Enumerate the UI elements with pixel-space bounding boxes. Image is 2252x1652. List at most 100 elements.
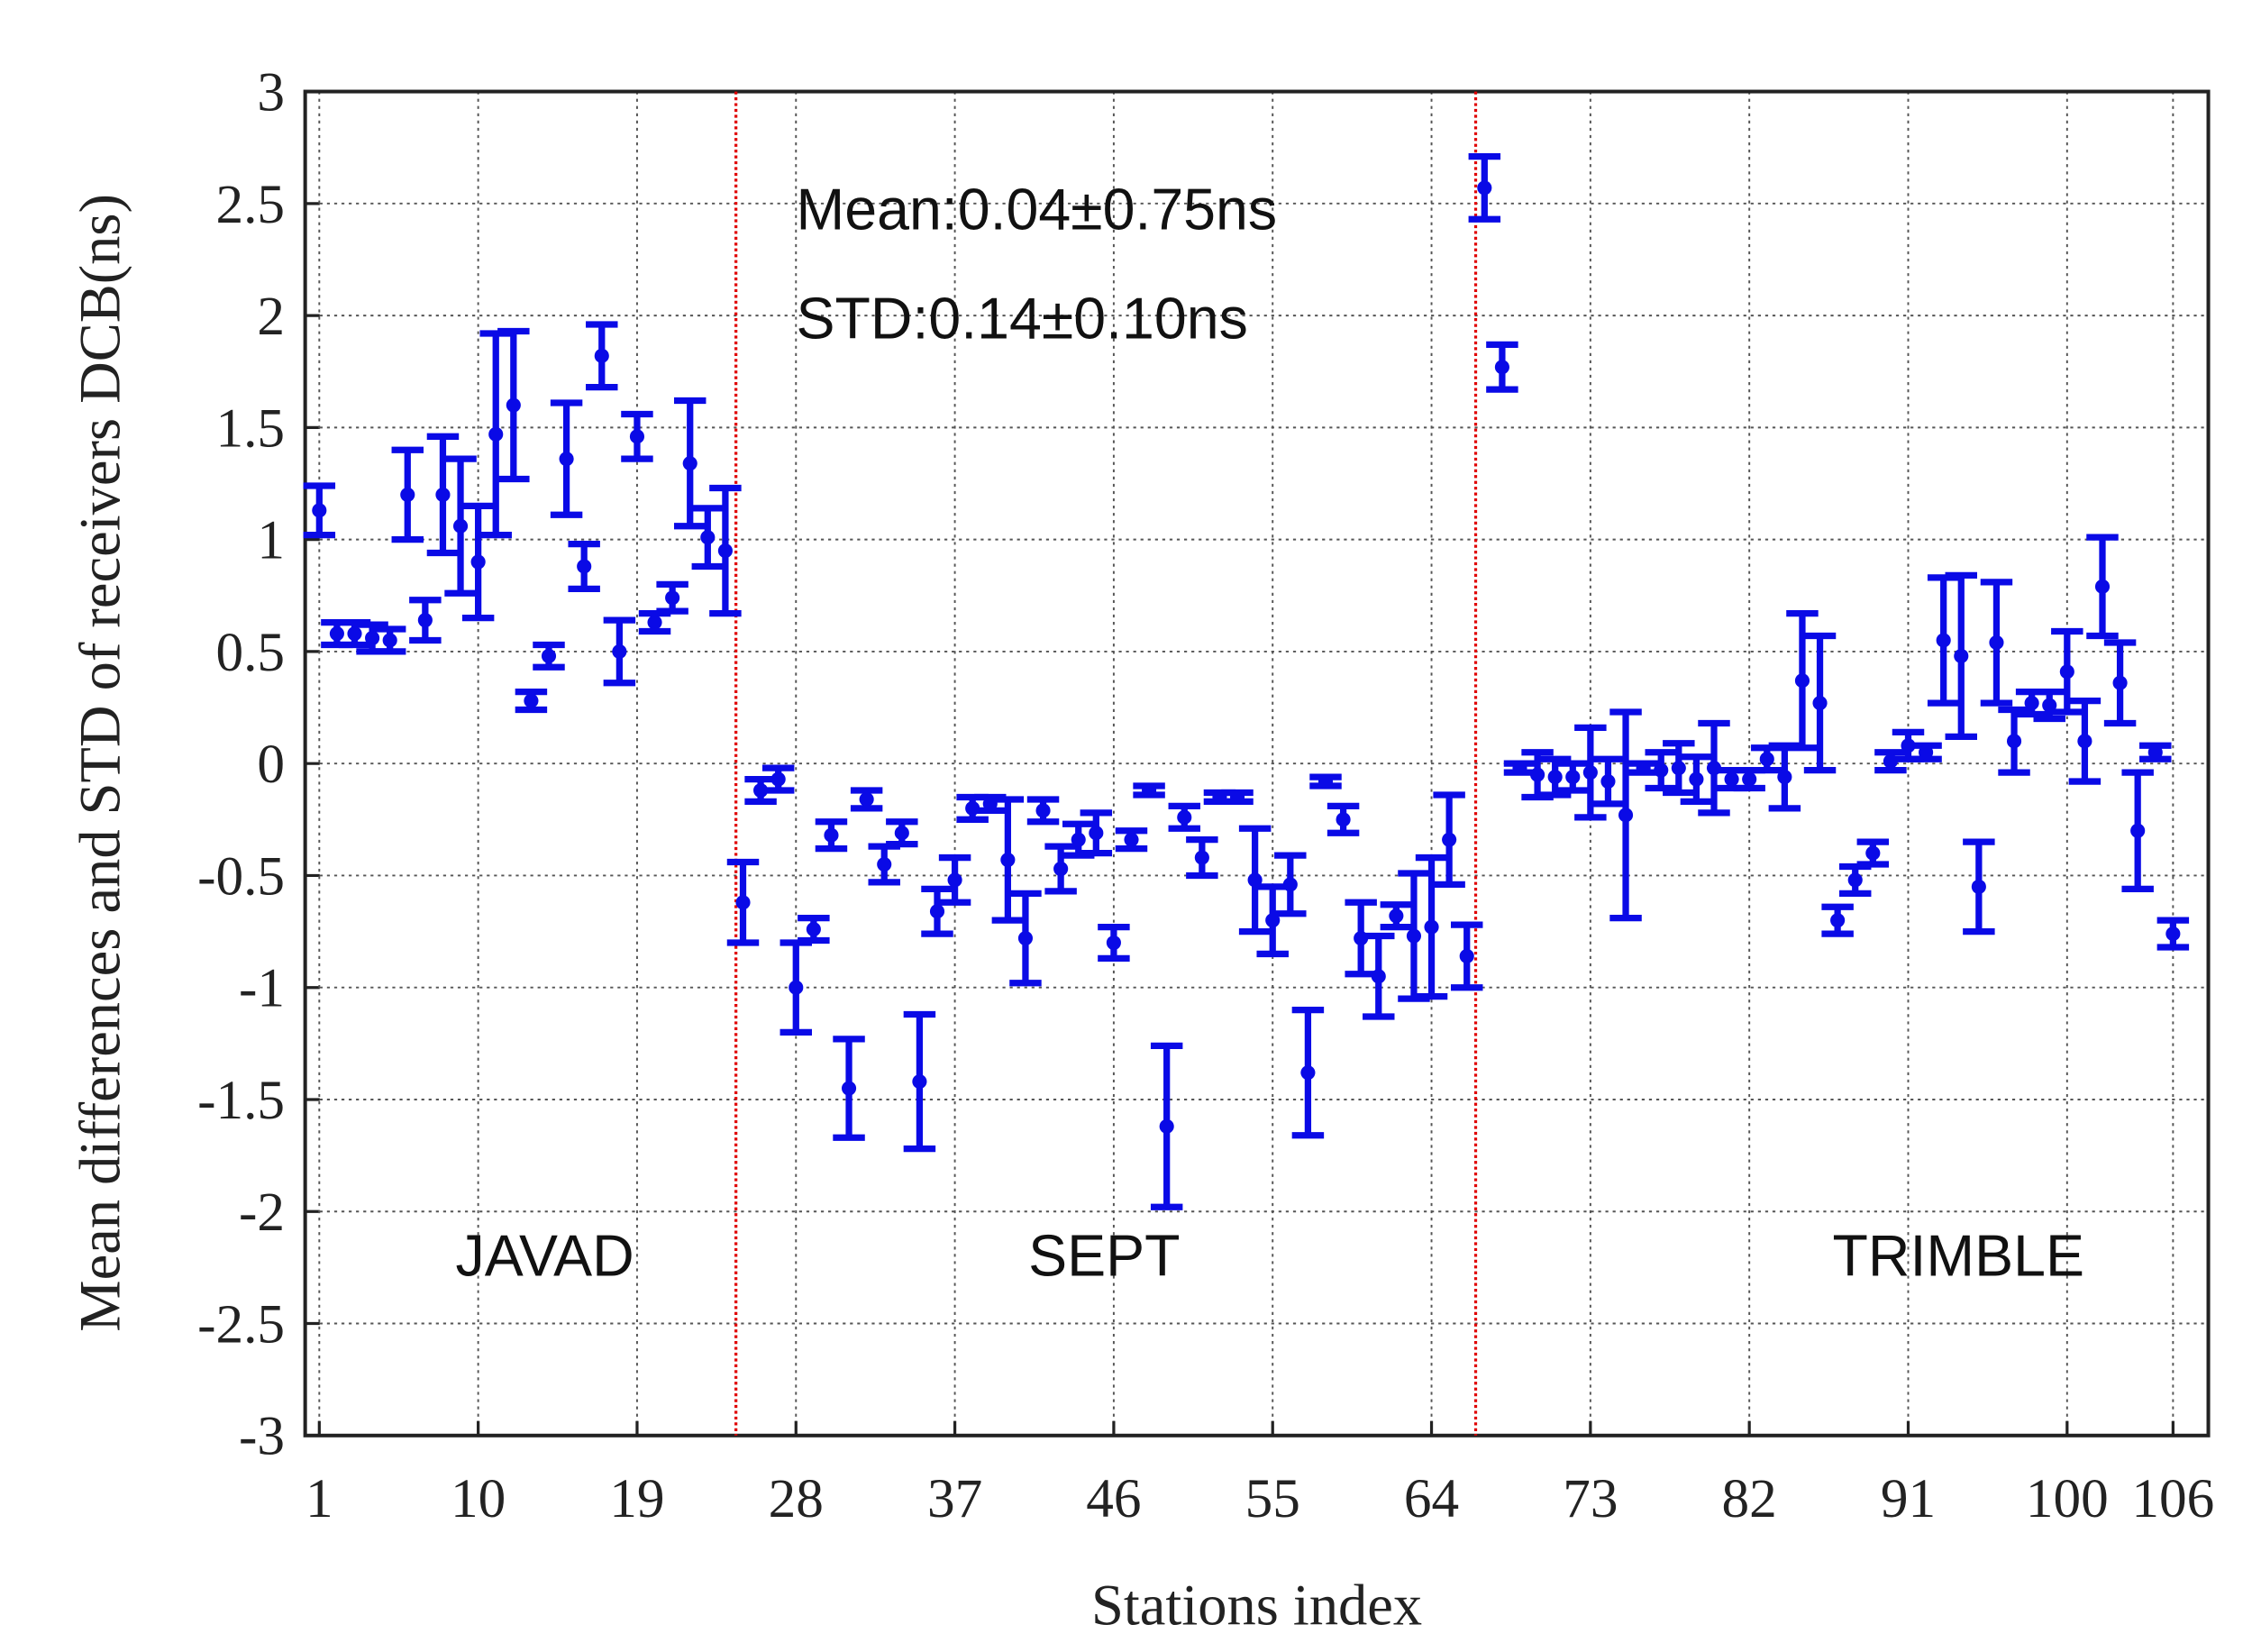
point <box>1124 832 1139 847</box>
point <box>735 895 751 910</box>
point <box>1759 752 1774 767</box>
point <box>1901 738 1916 753</box>
point <box>1282 877 1298 892</box>
x-tick-label: 37 <box>927 1468 982 1529</box>
y-tick-label: -2.5 <box>197 1293 285 1355</box>
point <box>1300 1065 1316 1081</box>
plot-frame <box>303 89 2211 1438</box>
x-tick-label: 100 <box>2026 1468 2109 1529</box>
point <box>824 827 839 843</box>
x-tick-label: 19 <box>609 1468 664 1529</box>
point <box>2077 734 2092 749</box>
point <box>1177 809 1192 825</box>
x-tick-label: 73 <box>1563 1468 1618 1529</box>
point <box>1618 808 1634 823</box>
point <box>947 872 962 888</box>
x-tick-label: 106 <box>2131 1468 2214 1529</box>
point <box>488 426 504 442</box>
x-tick-label: 10 <box>451 1468 506 1529</box>
point <box>559 452 574 467</box>
point <box>1459 948 1474 963</box>
point <box>312 503 327 518</box>
y-tick-label: 1.5 <box>216 397 286 459</box>
x-tick-label: 82 <box>1722 1468 1777 1529</box>
point <box>400 487 415 502</box>
point <box>1954 648 1969 663</box>
point <box>1582 765 1598 780</box>
point <box>665 590 680 606</box>
point <box>1089 826 1104 841</box>
point <box>2112 675 2128 690</box>
point <box>1477 180 1492 196</box>
point <box>435 487 451 502</box>
point <box>1919 744 1934 760</box>
point <box>577 559 592 574</box>
point <box>347 625 362 642</box>
point <box>717 543 733 559</box>
point <box>1636 761 1651 776</box>
annotation: Mean:0.04±0.75ns <box>797 178 1278 242</box>
point <box>647 615 662 630</box>
point <box>629 429 645 444</box>
point <box>1406 928 1422 944</box>
point <box>1494 360 1509 375</box>
point <box>612 643 627 659</box>
point <box>1017 930 1034 946</box>
y-tick-label: -1.5 <box>197 1070 285 1131</box>
point <box>929 904 945 919</box>
point <box>1000 852 1016 868</box>
y-tick-label: 1 <box>257 510 285 571</box>
point <box>470 554 486 570</box>
y-tick-label: -3 <box>239 1406 285 1467</box>
point <box>1671 761 1686 776</box>
point <box>1971 879 1986 894</box>
point <box>365 630 380 646</box>
point <box>524 693 539 708</box>
point <box>1317 774 1334 789</box>
point <box>1600 774 1616 789</box>
point <box>1654 762 1669 778</box>
point <box>1229 789 1245 805</box>
point <box>1989 634 2004 651</box>
point <box>2059 664 2074 680</box>
annotation: SEPT <box>1028 1223 1180 1288</box>
point <box>2147 744 2163 760</box>
point <box>894 826 909 841</box>
y-tick-label: 0.5 <box>216 622 286 683</box>
point <box>789 980 804 995</box>
point <box>2006 734 2022 749</box>
point <box>1442 832 1457 847</box>
point <box>770 771 786 787</box>
point <box>1071 832 1086 847</box>
y-tick-label: 0 <box>257 734 285 795</box>
x-tick-label: 55 <box>1245 1468 1300 1529</box>
point <box>1336 812 1351 827</box>
point <box>682 456 697 471</box>
point <box>1512 761 1527 776</box>
point <box>1777 770 1792 785</box>
point <box>1035 803 1051 818</box>
point <box>1565 770 1581 785</box>
annotation: STD:0.14±0.10ns <box>797 287 1248 351</box>
y-tick-label: -1 <box>239 958 285 1019</box>
point <box>506 397 521 413</box>
point <box>541 648 557 663</box>
point <box>452 518 469 534</box>
point <box>700 530 716 545</box>
point <box>1194 850 1209 865</box>
point <box>859 791 874 808</box>
point <box>2024 696 2039 711</box>
point <box>806 922 821 937</box>
point <box>1865 845 1881 861</box>
x-tick-label: 64 <box>1404 1468 1459 1529</box>
y-tick-label: -0.5 <box>197 845 285 907</box>
point <box>1159 1118 1174 1134</box>
point <box>2165 926 2181 942</box>
point <box>382 633 397 648</box>
point <box>1530 767 1545 782</box>
annotation: JAVAD <box>456 1223 634 1288</box>
point <box>1812 696 1828 711</box>
point <box>2094 579 2111 594</box>
point <box>1053 861 1069 877</box>
annotation: TRIMBLE <box>1833 1223 2084 1288</box>
